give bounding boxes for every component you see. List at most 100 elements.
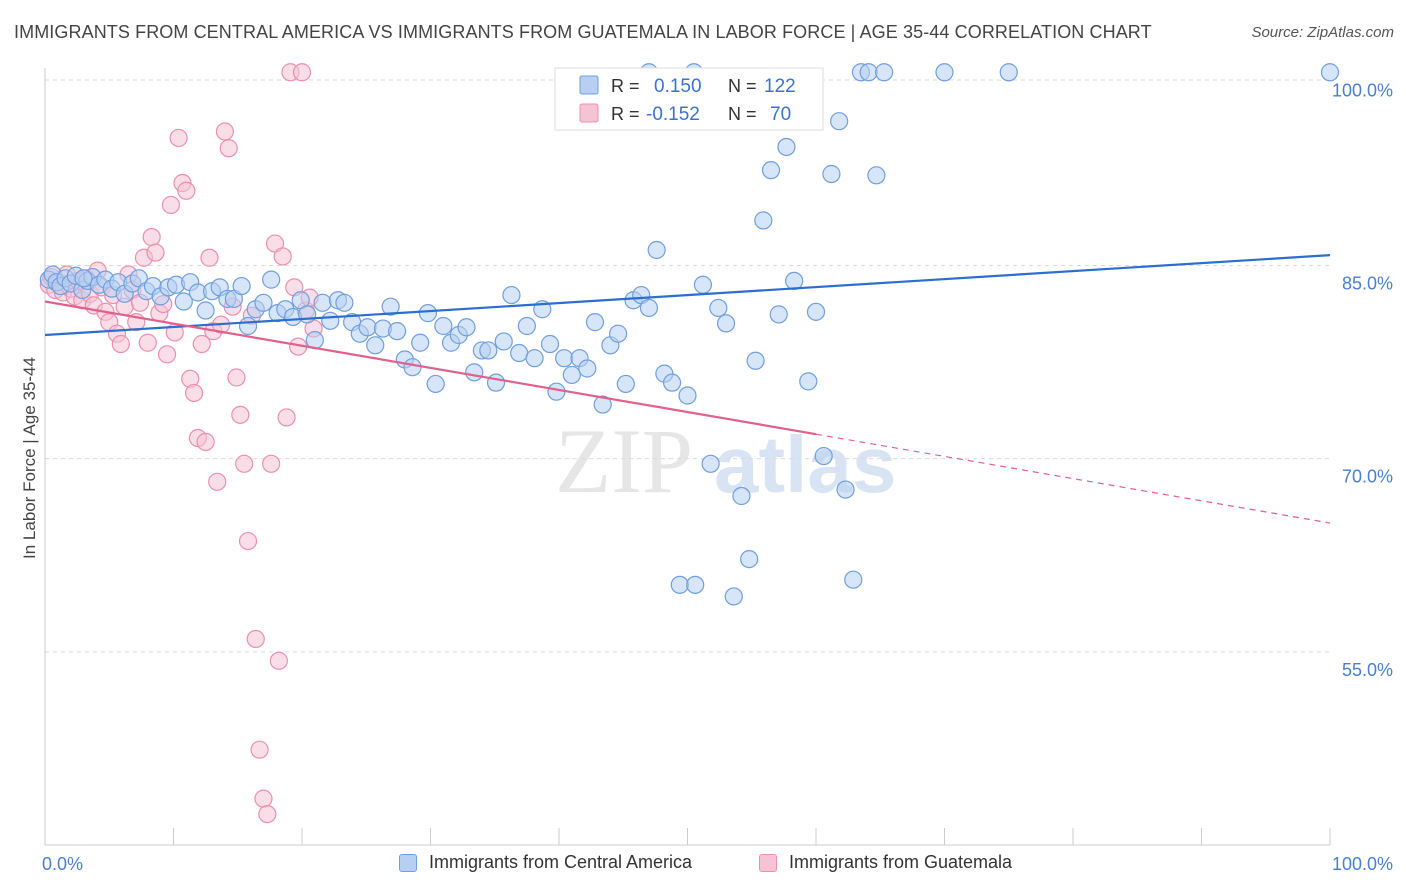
guatemala-points: [39, 63, 323, 824]
central-america-trend-line: [44, 254, 1331, 337]
guatemala-point: [208, 472, 227, 491]
legend-swatch-central-america: [579, 75, 599, 95]
central-america-point: [769, 305, 788, 324]
central-america-point: [387, 322, 407, 341]
legend-item-guatemala: Immigrants from Guatemala: [759, 852, 1012, 873]
guatemala-point: [269, 651, 288, 670]
guatemala-trend-line: [44, 300, 817, 436]
central-america-point: [502, 285, 521, 305]
central-america-point: [525, 349, 544, 368]
series-legend: Immigrants from Central America Immigran…: [0, 852, 1406, 878]
central-america-point: [806, 302, 826, 321]
central-america-point: [814, 446, 833, 466]
central-america-point: [335, 293, 354, 312]
central-america-point: [593, 395, 612, 414]
y-tick-label: 70.0%: [1342, 467, 1393, 487]
legend-r-value-guatemala: -0.152: [646, 104, 700, 125]
central-america-point: [555, 349, 574, 368]
central-america-point: [196, 301, 215, 320]
central-america-points: [39, 63, 1340, 606]
central-america-point: [616, 374, 635, 394]
central-america-point: [358, 318, 377, 337]
x-tick-label: 0.0%: [42, 854, 83, 874]
source-label: Source: ZipAtlas.com: [1251, 24, 1394, 41]
legend-r-label: R =: [611, 104, 640, 124]
central-america-point: [381, 297, 400, 316]
central-america-point: [585, 313, 605, 332]
central-america-point: [935, 63, 954, 82]
central-america-point: [262, 270, 281, 289]
guatemala-point: [292, 63, 312, 82]
y-tick-label: 100.0%: [1332, 80, 1393, 100]
central-america-point: [724, 587, 743, 606]
central-america-point: [238, 316, 258, 336]
trend-lines: [44, 254, 1331, 524]
guatemala-point: [219, 139, 238, 158]
legend-n-label: N =: [728, 76, 757, 96]
central-america-point: [836, 480, 855, 499]
central-america-point: [859, 63, 878, 82]
watermark-zip: ZIP: [555, 410, 693, 512]
central-america-point: [298, 305, 317, 324]
central-america-point: [403, 358, 422, 377]
guatemala-trend-extension: [815, 433, 1331, 524]
legend-label-guatemala: Immigrants from Guatemala: [789, 852, 1013, 872]
central-america-point: [479, 341, 498, 360]
central-america-point: [662, 373, 682, 392]
legend-item-central-america: Immigrants from Central America: [399, 852, 692, 873]
central-america-point: [517, 316, 536, 336]
guatemala-point: [238, 531, 258, 551]
guatemala-point: [273, 247, 292, 266]
guatemala-point: [246, 629, 265, 649]
central-america-point: [457, 318, 476, 337]
central-america-point: [540, 334, 560, 354]
guatemala-point: [161, 195, 181, 215]
guatemala-point: [111, 334, 130, 354]
central-america-point: [647, 240, 666, 260]
central-america-point: [701, 454, 720, 473]
y-tick-label: 55.0%: [1342, 660, 1393, 680]
legend-n-value-central-america: 122: [764, 76, 796, 97]
central-america-point: [999, 63, 1018, 82]
central-america-point: [494, 332, 513, 351]
central-america-point: [777, 137, 796, 157]
central-america-point: [693, 275, 713, 294]
central-america-point: [639, 298, 659, 318]
central-america-point: [418, 304, 438, 323]
grid-lines: [45, 79, 1330, 653]
central-america-point: [609, 324, 628, 343]
y-tick-label: 85.0%: [1342, 273, 1393, 293]
central-america-point: [761, 161, 781, 180]
legend-r-value-central-america: 0.150: [654, 76, 702, 97]
central-america-point: [799, 372, 818, 391]
guatemala-point: [157, 345, 177, 364]
guatemala-point: [215, 122, 234, 141]
central-america-point: [313, 293, 332, 312]
guatemala-point: [277, 408, 296, 427]
legend-label-central-america: Immigrants from Central America: [429, 852, 693, 872]
central-america-point: [1320, 63, 1340, 82]
central-america-point: [678, 386, 697, 405]
guatemala-point: [254, 789, 273, 808]
guatemala-point: [192, 334, 211, 354]
tick-labels: 100.0% 85.0% 70.0% 55.0% 0.0% 100.0%: [42, 80, 1393, 874]
central-america-point: [754, 211, 773, 230]
central-america-point: [686, 575, 705, 594]
central-america-point: [785, 271, 804, 291]
watermark: ZIP atlas: [555, 410, 896, 512]
legend-swatch-guatemala: [579, 103, 599, 123]
legend-swatch-guatemala: [759, 853, 777, 872]
central-america-point: [867, 166, 886, 185]
guatemala-point: [169, 128, 188, 148]
central-america-point: [732, 486, 751, 506]
guatemala-point: [138, 333, 157, 352]
legend-r-label: R =: [611, 76, 640, 96]
guatemala-point: [200, 248, 219, 267]
central-america-point: [578, 359, 597, 378]
central-america-point: [822, 164, 841, 184]
axes: [44, 68, 1331, 846]
y-axis-label: In Labor Force | Age 35-44: [20, 357, 39, 559]
guatemala-point: [262, 454, 281, 473]
legend-n-label: N =: [728, 104, 757, 124]
central-america-point: [746, 351, 765, 370]
